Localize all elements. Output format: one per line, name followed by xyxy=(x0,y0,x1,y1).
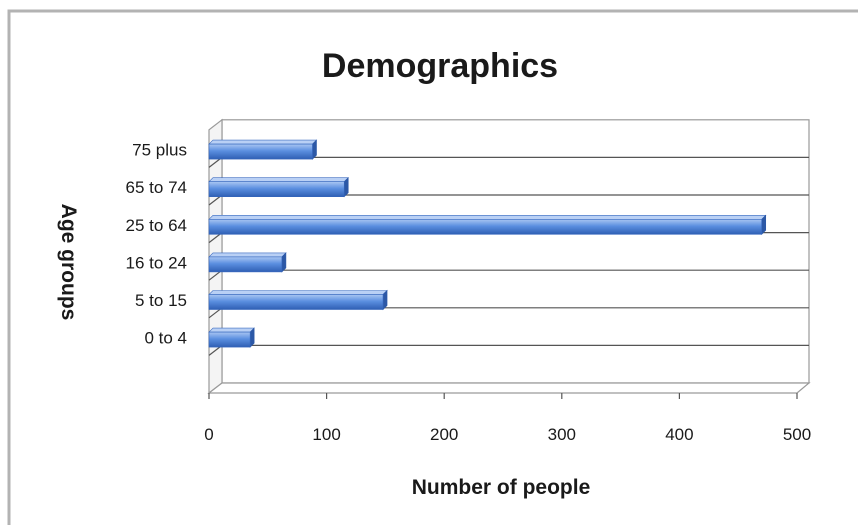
chart-title: Demographics xyxy=(322,47,558,85)
bar-top xyxy=(208,252,287,258)
y-tick-label: 65 to 74 xyxy=(126,178,187,197)
bar-top xyxy=(208,327,255,333)
bar-top xyxy=(208,215,767,220)
x-axis-label: Number of people xyxy=(412,476,591,499)
x-tick-label: 300 xyxy=(548,425,576,444)
x-tick-label: 500 xyxy=(783,425,811,444)
plot-area: 0 100 200 300 400 500 0 to 4 5 to 15 16 to 24 25 … xyxy=(126,118,811,444)
y-tick-label: 25 to 64 xyxy=(126,216,187,235)
bar-top xyxy=(208,290,388,295)
y-tick-label: 0 to 4 xyxy=(144,329,187,348)
bar xyxy=(208,181,345,197)
bar xyxy=(208,256,283,273)
x-tick-label: 100 xyxy=(312,425,340,444)
bar xyxy=(208,331,251,348)
y-tick-label: 16 to 24 xyxy=(126,253,187,272)
y-tick-label: 5 to 15 xyxy=(135,291,187,310)
bar-top xyxy=(208,177,349,182)
floor xyxy=(207,382,811,394)
y-axis-label: Age groups xyxy=(57,204,80,321)
bar-top xyxy=(208,139,318,145)
back-wall xyxy=(221,119,810,384)
bar xyxy=(208,219,763,235)
y-tick-label: 75 plus xyxy=(132,141,187,160)
bar xyxy=(208,294,384,310)
x-tick-label: 400 xyxy=(665,425,693,444)
x-tick-label: 0 xyxy=(204,425,213,444)
bar xyxy=(208,143,313,160)
x-tick-label: 200 xyxy=(430,425,458,444)
chart-border xyxy=(7,9,858,530)
